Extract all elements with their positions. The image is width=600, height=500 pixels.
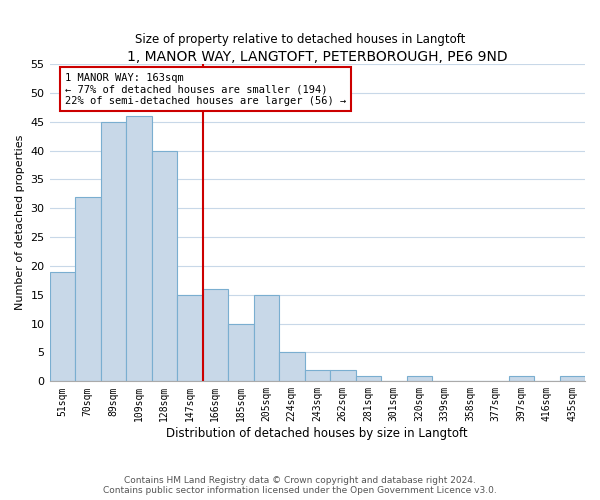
Bar xyxy=(356,376,381,382)
Bar xyxy=(330,370,356,382)
Bar xyxy=(305,370,330,382)
Bar xyxy=(560,376,585,382)
Bar xyxy=(177,295,203,382)
Bar xyxy=(228,324,254,382)
Title: 1, MANOR WAY, LANGTOFT, PETERBOROUGH, PE6 9ND: 1, MANOR WAY, LANGTOFT, PETERBOROUGH, PE… xyxy=(127,50,508,64)
Y-axis label: Number of detached properties: Number of detached properties xyxy=(15,135,25,310)
Bar xyxy=(152,150,177,382)
Text: 1 MANOR WAY: 163sqm
← 77% of detached houses are smaller (194)
22% of semi-detac: 1 MANOR WAY: 163sqm ← 77% of detached ho… xyxy=(65,72,346,106)
Bar xyxy=(126,116,152,382)
Bar xyxy=(75,196,101,382)
Bar xyxy=(254,295,279,382)
Bar xyxy=(407,376,432,382)
Text: Contains HM Land Registry data © Crown copyright and database right 2024.
Contai: Contains HM Land Registry data © Crown c… xyxy=(103,476,497,495)
Bar xyxy=(509,376,534,382)
Text: Size of property relative to detached houses in Langtoft: Size of property relative to detached ho… xyxy=(135,32,465,46)
Bar xyxy=(279,352,305,382)
Bar xyxy=(203,289,228,382)
X-axis label: Distribution of detached houses by size in Langtoft: Distribution of detached houses by size … xyxy=(166,427,468,440)
Bar xyxy=(101,122,126,382)
Bar xyxy=(50,272,75,382)
